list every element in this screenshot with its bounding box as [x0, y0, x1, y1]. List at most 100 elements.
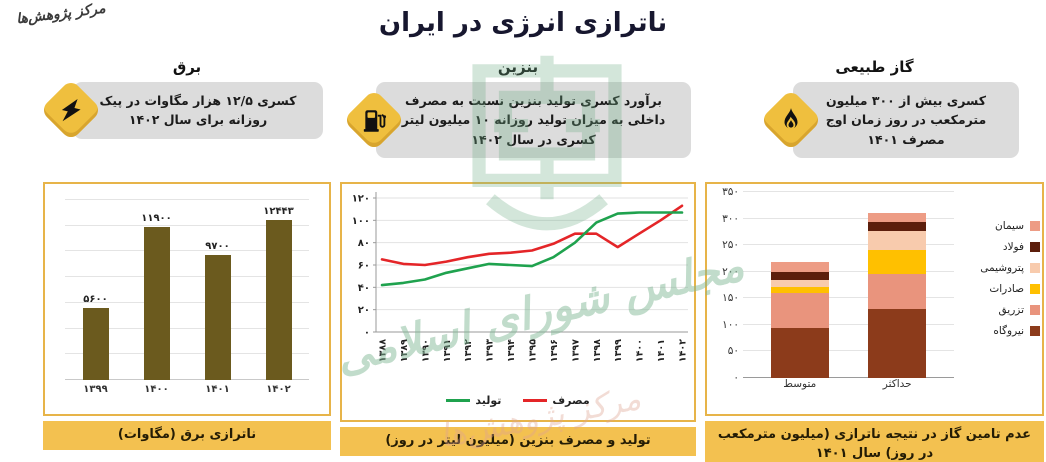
- gasoline-chart-panel: ۰ ۲۰ ۴۰ ۶۰ ۸۰ ۱۰۰ ۱۲۰ ۱۳۸۸ ۱۳۸۹ ۱۳۹۰ ۱۳۹۱ ۱۳۹۲ ۱۳۹۳ ۱…: [340, 182, 696, 422]
- gridline: [65, 301, 309, 303]
- gridline: [65, 276, 309, 278]
- y-tick-label: ۵۰: [727, 345, 739, 358]
- svg-text:۱۳۹۱: ۱۳۹۱: [442, 339, 453, 362]
- gas-plot-wrap: متوسط حداکثر: [743, 191, 954, 398]
- stacked-bar: [770, 192, 829, 378]
- legend-swatch: [1030, 283, 1040, 294]
- legend-item: تزریق: [954, 304, 1040, 316]
- gridline: [743, 270, 954, 272]
- bar-segment: [868, 221, 927, 232]
- gas-chart-panel: ۰ ۵۰ ۱۰۰ ۱۵۰ ۲۰۰ ۲۵۰ ۳۰۰ ۳۵۰ متوسط حداکثر سیمان ف…: [705, 182, 1044, 416]
- legend-label: سیمان: [995, 219, 1024, 232]
- bar: [204, 255, 231, 380]
- stacked-bar-group: [743, 192, 954, 378]
- legend-item: صادرات: [954, 283, 1040, 295]
- gasoline-top-area: بنزین برآورد کسری تولید بنزین نسبت به مص…: [340, 58, 696, 182]
- gasoline-caption: تولید و مصرف بنزین (میلیون لیتر در روز): [340, 427, 696, 456]
- gas-header: گاز طبیعی: [835, 58, 914, 76]
- gridline: [65, 353, 309, 355]
- svg-text:۱۳۹۷: ۱۳۹۷: [570, 339, 581, 362]
- gridline: [65, 199, 309, 200]
- legend-swatch: [1030, 220, 1040, 231]
- y-tick-label: ۲۵۰: [722, 239, 739, 252]
- bar-value-label: ۹۷۰۰: [205, 241, 230, 253]
- panel-natural-gas: گاز طبیعی کسری بیش از ۳۰۰ میلیون مترمکعب…: [705, 58, 1044, 462]
- legend-swatch: [1030, 304, 1040, 315]
- legend-label: تولید: [475, 394, 502, 407]
- gas-plot-area: [743, 191, 954, 378]
- gridline: [65, 327, 309, 329]
- bar-column: ۱۲۴۴۳: [259, 200, 299, 380]
- svg-text:۱۳۸۹: ۱۳۸۹: [399, 339, 410, 362]
- electricity-x-labels: ۱۳۹۹ ۱۴۰۰ ۱۴۰۱ ۱۴۰۲: [65, 384, 309, 395]
- bar-value-label: ۵۶۰۰: [83, 294, 108, 305]
- svg-text:۱۳۹۰: ۱۳۹۰: [420, 339, 431, 362]
- x-tick-label: حداکثر: [882, 378, 912, 390]
- legend-item: سیمان: [954, 220, 1040, 232]
- electricity-summary-box: کسری ۱۲/۵ هزار مگاوات در پیک روزانه برای…: [39, 79, 323, 142]
- legend-item: پتروشیمی: [954, 262, 1040, 274]
- gridline: [65, 250, 309, 252]
- svg-text:۱۴۰۲: ۱۴۰۲: [678, 339, 689, 362]
- legend-item: تولید: [446, 394, 501, 407]
- legend-swatch: [1030, 262, 1040, 273]
- gasoline-legend: مصرف تولید: [342, 394, 694, 407]
- x-tick-label: ۱۳۹۹: [83, 384, 108, 395]
- svg-text:۱۳۹۲: ۱۳۹۲: [463, 339, 474, 362]
- legend-label: پتروشیمی: [980, 261, 1024, 274]
- y-tick-label: ۰: [733, 372, 739, 384]
- flame-icon: [759, 88, 823, 152]
- legend-label: تزریق: [998, 303, 1024, 316]
- gas-y-axis: ۰ ۵۰ ۱۰۰ ۱۵۰ ۲۰۰ ۲۵۰ ۳۰۰ ۳۵۰: [713, 186, 743, 398]
- bar-segment: [770, 262, 829, 273]
- bar-column: ۵۶۰۰: [76, 200, 116, 380]
- legend-item: فولاد: [954, 241, 1040, 253]
- gridline: [743, 323, 954, 325]
- gas-caption: عدم تامین گاز در نتیجه ناترازی (میلیون م…: [705, 421, 1044, 462]
- gas-summary-text: کسری بیش از ۳۰۰ میلیون مترمکعب در روز زم…: [825, 93, 987, 147]
- gasoline-line-chart: ۰ ۲۰ ۴۰ ۶۰ ۸۰ ۱۰۰ ۱۲۰ ۱۳۸۸ ۱۳۸۹ ۱۳۹۰ ۱۳۹۱ ۱۳۹۲ ۱۳۹۳ ۱…: [342, 184, 694, 396]
- legend-item: نیروگاه: [954, 325, 1040, 337]
- fuel-pump-icon: [342, 88, 406, 152]
- gridline: [65, 224, 309, 226]
- svg-text:۱۴۰۰: ۱۴۰۰: [635, 339, 646, 362]
- x-tick-label: ۱۴۰۱: [205, 384, 230, 395]
- lightning-icon: [39, 79, 103, 142]
- legend-label: فولاد: [1002, 240, 1024, 253]
- bar-segment: [770, 272, 829, 281]
- electricity-chart-panel: ۵۶۰۰ ۱۱۹۰۰ ۹۷۰۰ ۱۲۴۴۳ ۱۳۹۹ ۱۴۰۰ ۱۴۰۱ ۱۴۰۲: [43, 182, 331, 416]
- gas-chart-body: ۰ ۵۰ ۱۰۰ ۱۵۰ ۲۰۰ ۲۵۰ ۳۰۰ ۳۵۰ متوسط حداکثر سیمان ف…: [707, 184, 1042, 398]
- panel-row: گاز طبیعی کسری بیش از ۳۰۰ میلیون مترمکعب…: [39, 58, 1044, 462]
- stacked-bar: [868, 192, 927, 378]
- bar-value-label: ۱۱۹۰۰: [141, 213, 172, 224]
- gasoline-summary-box: برآورد کسری تولید بنزین نسبت به مصرف داخ…: [342, 82, 691, 159]
- electricity-plot-area: ۵۶۰۰ ۱۱۹۰۰ ۹۷۰۰ ۱۲۴۴۳: [65, 199, 309, 380]
- gridline: [743, 244, 954, 246]
- gas-x-labels: متوسط حداکثر: [743, 378, 954, 398]
- svg-text:۶۰: ۶۰: [358, 261, 370, 272]
- bar: [82, 308, 109, 380]
- legend-swatch: [1030, 325, 1040, 336]
- bar-segment: [770, 327, 829, 378]
- electricity-caption: ناترازی برق (مگاوات): [43, 421, 331, 450]
- bar-segment: [770, 287, 829, 293]
- panel-electricity: برق کسری ۱۲/۵ هزار مگاوات در پیک روزانه …: [39, 58, 331, 462]
- bar: [265, 220, 292, 380]
- bar-segment: [868, 273, 927, 309]
- legend-label: صادرات: [989, 282, 1024, 295]
- bar-segment: [770, 280, 829, 288]
- svg-text:۱۳۹۶: ۱۳۹۶: [549, 339, 560, 362]
- gridline: [743, 191, 954, 192]
- svg-text:۱۳۹۳: ۱۳۹۳: [485, 339, 496, 362]
- x-axis-line: [65, 379, 309, 380]
- svg-text:۱۰۰: ۱۰۰: [352, 216, 370, 227]
- bar-column: ۱۱۹۰۰: [137, 200, 177, 380]
- gridline: [743, 217, 954, 219]
- electricity-header: برق: [172, 58, 202, 76]
- y-tick-label: ۳۰۰: [722, 212, 739, 225]
- page-title: ناترازی انرژی در ایران: [378, 8, 668, 38]
- legend-line-swatch: [523, 399, 548, 402]
- bar-segment: [868, 231, 927, 250]
- bar-group: ۵۶۰۰ ۱۱۹۰۰ ۹۷۰۰ ۱۲۴۴۳: [65, 200, 309, 380]
- y-tick-label: ۱۵۰: [722, 292, 739, 305]
